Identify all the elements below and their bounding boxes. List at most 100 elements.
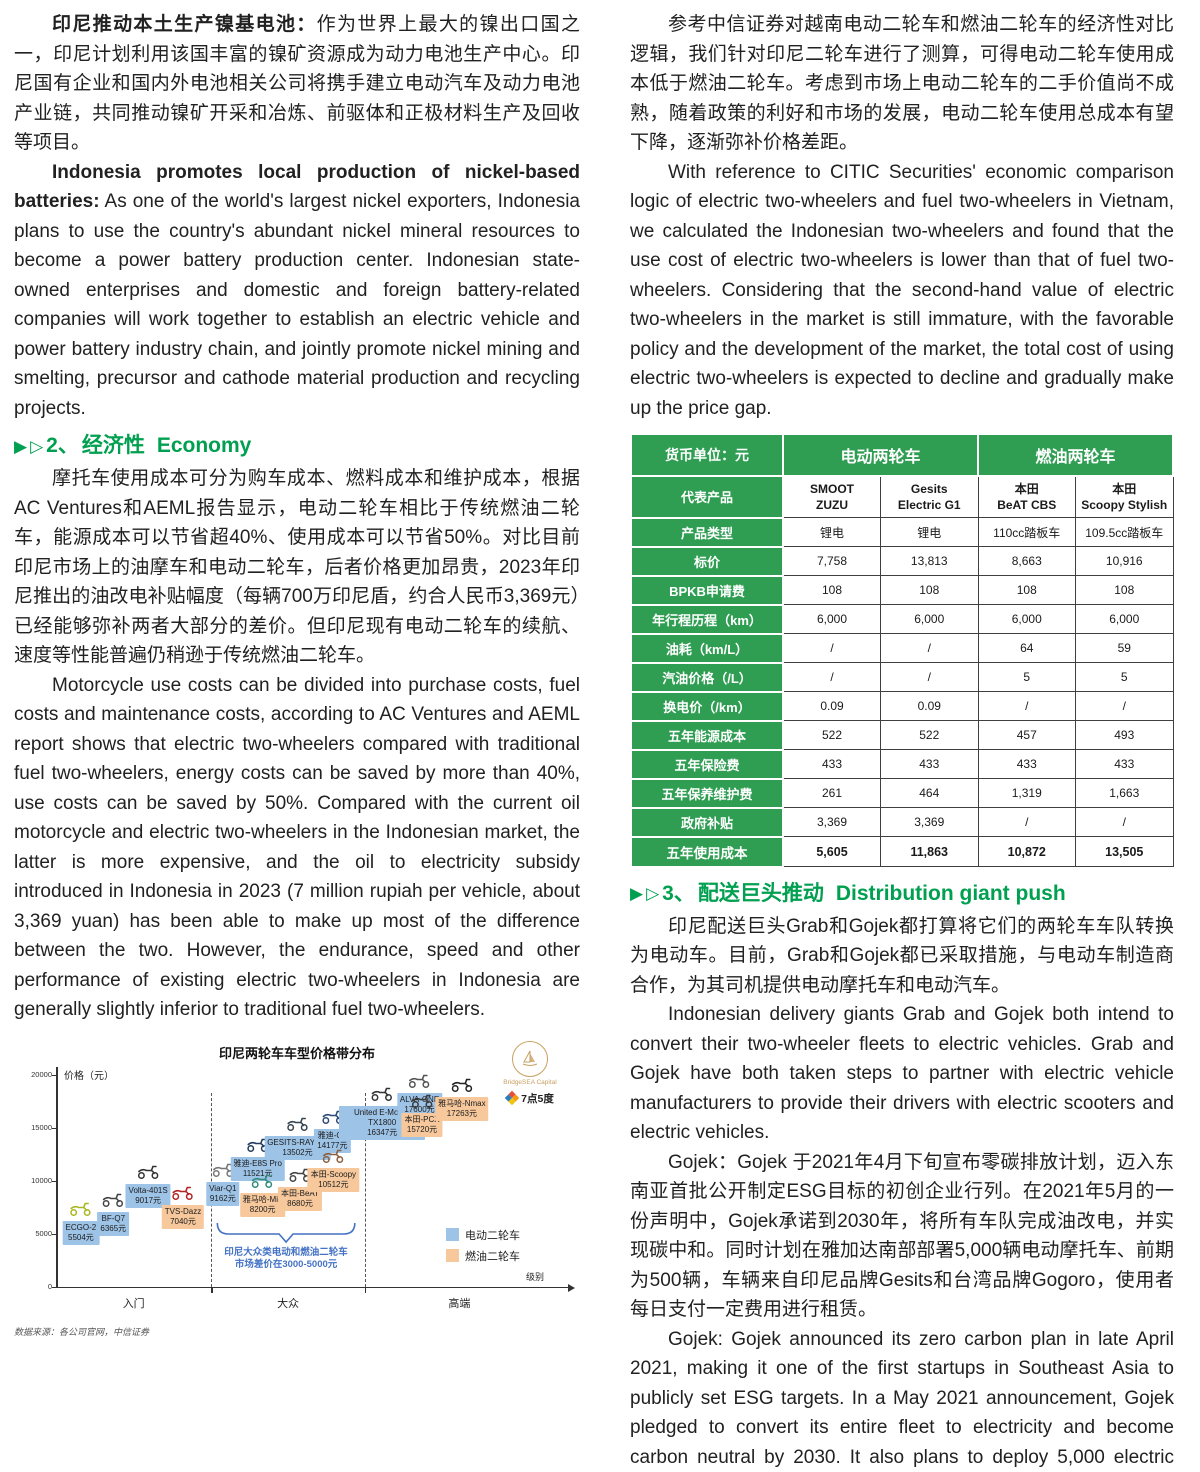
table-cell: / <box>977 691 1076 722</box>
chart-point-price: 7040元 <box>170 1216 196 1226</box>
arrow-filled-icon: ▶ <box>630 884 644 904</box>
table-row-label: 五年使用成本 <box>630 835 784 868</box>
chart-point: Viar-Q1 9162元 <box>206 1162 240 1207</box>
table-cell: / <box>782 633 881 664</box>
table-row: 换电价（/km） 0.09 0.09// <box>630 690 1174 722</box>
paragraph-lead: 印尼推动本土生产镍基电池： <box>52 14 317 35</box>
left-column: 印尼推动本土生产镍基电池：作为世界上最大的镍出口国之一，印尼计划利用该国丰富的镍… <box>14 10 580 1343</box>
chart-point-price: 17600元 <box>404 1104 435 1114</box>
chart-logos: BridgeSEA Capital 7点5度 <box>488 1040 572 1106</box>
chart-point-name: 本田-Scoopy <box>310 1170 357 1180</box>
table-header-row: 货币单位：元 电动两轮车 燃油两轮车 <box>630 433 1174 477</box>
y-tick-label: 0 <box>47 1281 52 1291</box>
table-cell: 5 <box>1075 662 1174 693</box>
y-tick-mark <box>52 1127 56 1129</box>
chart-point-label: TVS-Dazz 7040元 <box>161 1204 205 1229</box>
chart-point-label: BF-Q7 6365元 <box>97 1212 130 1237</box>
x-tick-mark <box>364 1286 367 1293</box>
chart-point-label: 雅迪-E8S Pro 11521元 <box>230 1157 285 1182</box>
table-cell: 13,813 <box>880 546 979 577</box>
table-cell: 59 <box>1075 633 1174 664</box>
scooter-icon <box>69 1201 93 1221</box>
bridgesea-logo-icon <box>512 1040 548 1077</box>
table-cell: 7,758 <box>782 546 881 577</box>
chart-point-price: 6365元 <box>100 1224 127 1234</box>
paragraph-body: As one of the world's largest nickel exp… <box>14 191 580 419</box>
chart-point: ECGO-2 5504元 <box>62 1201 100 1246</box>
chart-point-price: 16347元 <box>367 1128 398 1138</box>
table-cell: 433 <box>880 749 979 780</box>
segment-label: 高端 <box>448 1297 471 1310</box>
table-row: 产品类型 锂电 锂电 110cc踏板车 109.5cc踏板车 <box>630 516 1174 548</box>
table-cell: 3,369 <box>880 807 979 838</box>
chart-point-label: Volta-401S 9017元 <box>125 1183 171 1208</box>
x-axis-arrow-icon <box>568 1283 575 1292</box>
table-row-label: 五年能源成本 <box>630 719 784 751</box>
table-cell: 本田 BeAT CBS <box>977 475 1076 519</box>
x-axis-label: 级别 <box>526 1271 545 1282</box>
table-cell: 锂电 <box>880 517 979 548</box>
table-cell: / <box>1075 691 1174 722</box>
table-cell: / <box>782 662 881 693</box>
table-row: 政府补贴 3,369 3,369// <box>630 806 1174 838</box>
chart-point: 雅马哈-Nmax 17263元 <box>435 1077 489 1121</box>
chart-point-price: 5504元 <box>67 1233 94 1243</box>
table-cell: 464 <box>880 778 979 809</box>
table-row-label: 五年保养维护费 <box>630 777 784 809</box>
arrow-open-icon: ▷ <box>646 884 660 904</box>
table-cell: 108 <box>880 575 979 606</box>
chart-point-label: 本田-Scoopy 10512元 <box>307 1168 360 1193</box>
table-cell: 3,369 <box>782 807 881 838</box>
chart-point-label: Viar-Q1 9162元 <box>206 1182 240 1207</box>
y-tick-label: 20000 <box>31 1069 52 1079</box>
y-tick-mark <box>52 1286 56 1288</box>
section-heading-distribution: ▶ ▷ 3、 配送巨头推动 Distribution giant push <box>630 880 1174 907</box>
chart-point-label: 雅马哈-Mio 8200元 <box>239 1192 286 1217</box>
paragraph-en-citic: With reference to CITIC Securities' econ… <box>630 161 1174 419</box>
table-cell: 5,605 <box>782 836 881 868</box>
chart-point-price: 14177元 <box>317 1141 348 1151</box>
table-cell: 493 <box>1075 720 1174 751</box>
scooter-icon <box>101 1192 125 1212</box>
paragraph-body: 作为世界上最大的镍出口国之一，印尼计划利用该国丰富的镍矿资源成为动力电池生产中心… <box>14 14 580 153</box>
chart-point-name: Volta-401S <box>128 1185 168 1195</box>
table-cell: 108 <box>977 575 1076 606</box>
table-cell: 6,000 <box>977 604 1076 635</box>
chart-point-label: 雅马哈-Nmax 17263元 <box>435 1096 489 1121</box>
table-row-label: 油耗（km/L） <box>630 632 784 664</box>
segment-label: 入门 <box>122 1297 145 1310</box>
scooter-icon <box>321 1148 345 1168</box>
table-cell: 11,863 <box>880 836 979 868</box>
table-cell: 8,663 <box>977 546 1076 577</box>
arrow-open-icon: ▷ <box>30 436 44 456</box>
section-number: 3、 <box>662 881 695 905</box>
section-title-cn: 配送巨头推动 <box>697 881 824 905</box>
table-cell: 6,000 <box>782 604 881 635</box>
table-cell: 108 <box>782 575 881 606</box>
table-cell: 10,872 <box>977 836 1076 868</box>
paragraph-en-nickel: Indonesia promotes local production of n… <box>14 158 580 424</box>
chart-point: Volta-401S 9017元 <box>125 1164 171 1208</box>
table-cell: 522 <box>782 720 881 751</box>
chart-point-price: 9162元 <box>209 1194 236 1204</box>
table-row-label: 标价 <box>630 545 784 577</box>
paragraph-cn-citic: 参考中信证券对越南电动二轮车和燃油二轮车的经济性对比逻辑，我们针对印尼二轮车进行… <box>630 14 1174 153</box>
table-cell: 261 <box>782 778 881 809</box>
chart-point-name: 雅马哈-Mio <box>242 1194 283 1204</box>
price-band-chart: 印尼两轮车车型价格带分布 价格（元） 0 5000 10000 15000 20000 级别… <box>14 1040 580 1343</box>
chart-point-price: 9017元 <box>135 1195 162 1205</box>
table-row-label: 产品类型 <box>630 516 784 548</box>
chart-annotation: 印尼大众类电动和燃油二轮车 市场差价在3000-5000元 <box>224 1247 348 1271</box>
table-cell: 522 <box>880 720 979 751</box>
table-row: 五年保险费 433 433 433 433 <box>630 748 1174 780</box>
y-tick-label: 15000 <box>31 1122 52 1132</box>
table-row: 代表产品 SMOOT ZUZU Gesits Electric G1 本田 BeAT … <box>630 475 1174 519</box>
chart-point-price: 15720元 <box>406 1124 438 1134</box>
paragraph-cn-grab-gojek: 印尼配送巨头Grab和Gojek都打算将它们的两轮车车队转换为电动车。目前，Gr… <box>630 915 1174 996</box>
table-cell: 10,916 <box>1075 546 1174 577</box>
chart-point-name: TVS-Dazz <box>164 1206 202 1216</box>
bridgesea-logo-label: BridgeSEA Capital <box>503 1078 557 1086</box>
table-cell: 433 <box>1075 749 1174 780</box>
chart-point: 本田-Scoopy 10512元 <box>307 1148 360 1193</box>
